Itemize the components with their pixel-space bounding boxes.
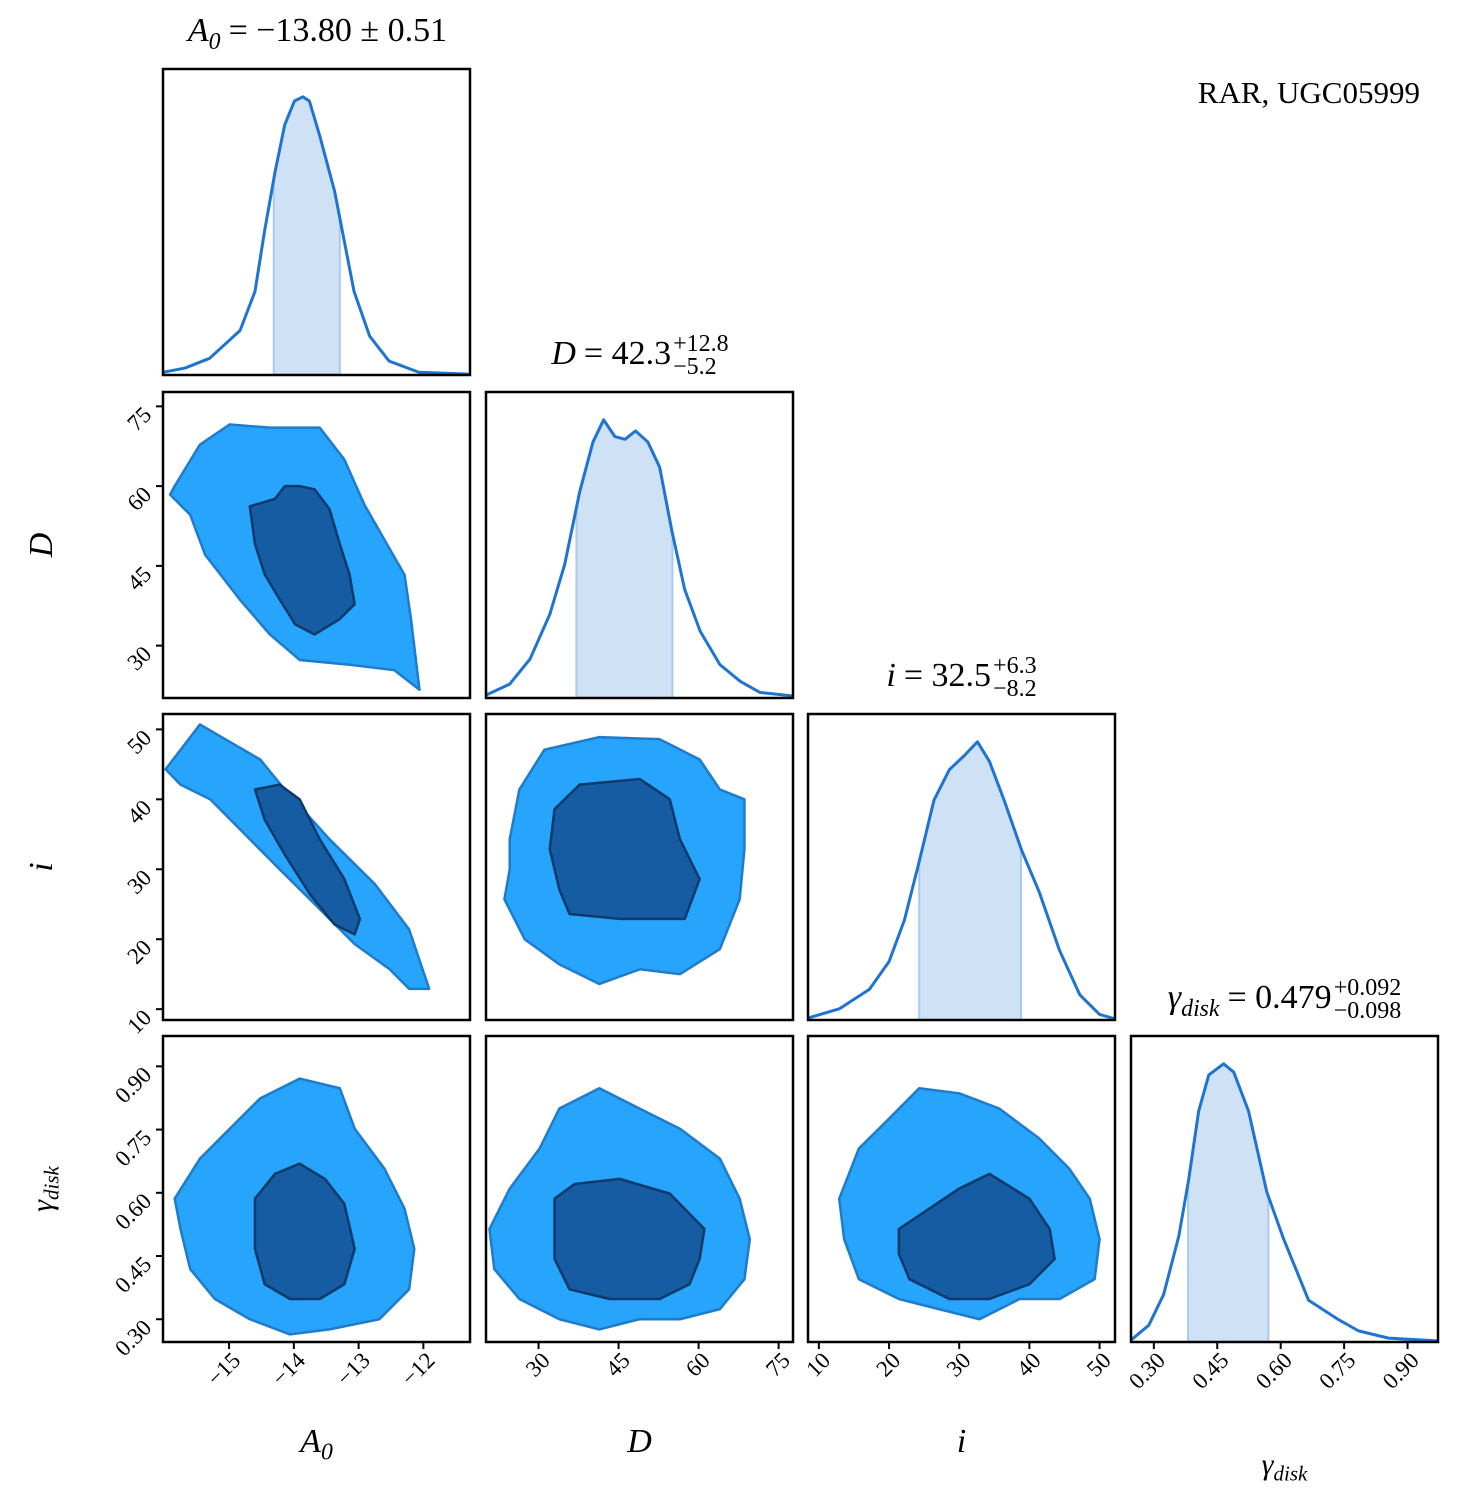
x-tick-label: −14 (267, 1347, 310, 1390)
x-tick-label: 10 (801, 1348, 835, 1382)
annotation: RAR, UGC05999 (1198, 75, 1420, 110)
y-tick-label: 30 (122, 865, 156, 899)
panel-frame (161, 67, 472, 377)
x-tick-label: 40 (1012, 1348, 1046, 1382)
title-lower: −0.098 (1334, 998, 1402, 1024)
panel-title: D = 42.3 +12.8−5.2 (550, 331, 728, 380)
y-tick-label: 60 (122, 482, 156, 516)
y-tick-label: 20 (122, 935, 156, 969)
density-curve (486, 418, 793, 698)
x-tick-label: −13 (332, 1348, 375, 1391)
panel-frame (484, 390, 795, 700)
x-tick-label: −15 (202, 1348, 245, 1391)
panel-frame (806, 712, 1117, 1022)
x-tick-label: 50 (1082, 1348, 1116, 1382)
x-tick-label: 0.30 (1124, 1348, 1170, 1394)
x-tick-label: 75 (761, 1348, 795, 1382)
x-tick-label: 30 (521, 1348, 555, 1382)
contour-panel (168, 423, 421, 692)
contour-panel (173, 1077, 416, 1336)
density-curve (1131, 1062, 1438, 1342)
contour (253, 783, 362, 936)
panel-frame (161, 712, 472, 1022)
y-tick-label: 0.30 (110, 1315, 156, 1361)
x-tick-label: 60 (681, 1348, 715, 1382)
x-axis-label: γdisk (1262, 1448, 1308, 1486)
x-tick-label: −12 (397, 1348, 440, 1391)
density-panel (1131, 1062, 1438, 1342)
y-tick-label: 10 (122, 1005, 156, 1039)
y-tick-label: 30 (122, 641, 156, 675)
x-axis-label: A0 (298, 1423, 333, 1465)
x-axis-label: i (957, 1423, 966, 1460)
y-tick-label: 0.90 (110, 1062, 156, 1108)
x-axis-label: D (626, 1423, 652, 1460)
panel-frame (1129, 1034, 1440, 1344)
contour-panel (164, 723, 431, 991)
y-tick-label: 40 (122, 795, 156, 829)
title-lower: −5.2 (673, 354, 717, 380)
x-tick-label: 30 (942, 1348, 976, 1382)
title-upper: +6.3 (993, 653, 1037, 679)
contour (248, 484, 356, 636)
panel-title: γdisk = 0.479 +0.092−0.098 (1168, 975, 1401, 1024)
contour-panel (488, 1087, 752, 1331)
x-tick-label: 0.75 (1314, 1348, 1360, 1394)
density-panel (808, 740, 1115, 1020)
title-main: i = 32.5 (886, 657, 991, 694)
panel-frame (161, 1034, 472, 1344)
contour (548, 777, 701, 921)
credible-interval (918, 740, 1022, 1020)
x-tick-label: 0.90 (1378, 1348, 1424, 1394)
contour (253, 1162, 356, 1301)
panel-title: A0 = −13.80 ± 0.51 (186, 12, 447, 55)
title-upper: +12.8 (673, 331, 729, 357)
y-tick-label: 0.60 (110, 1188, 156, 1234)
y-tick-label: 50 (122, 725, 156, 759)
density-panel (163, 95, 469, 375)
y-tick-label: 45 (122, 561, 156, 595)
contour-panel (837, 1087, 1101, 1321)
y-tick-label: 0.75 (110, 1125, 156, 1171)
y-tick-label: 0.45 (110, 1252, 156, 1298)
density-curve (808, 740, 1115, 1020)
density-panel (486, 417, 793, 698)
x-tick-label: 20 (871, 1348, 905, 1382)
title-main: γdisk = 0.479 (1168, 979, 1332, 1022)
title-main: D = 42.3 (550, 335, 671, 372)
title-main: A0 = −13.80 ± 0.51 (186, 12, 447, 55)
panel-frame (161, 390, 472, 700)
panel-title: i = 32.5 +6.3−8.2 (886, 653, 1036, 702)
title-upper: +0.092 (1334, 975, 1402, 1001)
x-tick-label: 45 (601, 1348, 635, 1382)
credible-interval (272, 95, 341, 375)
density-curve (163, 95, 469, 375)
panel-frame (484, 1034, 795, 1344)
x-tick-label: 0.60 (1251, 1348, 1297, 1394)
panel-frame (806, 1034, 1117, 1344)
contour (553, 1177, 706, 1301)
y-axis-label: D (23, 532, 60, 558)
y-axis-label: γdisk (26, 1165, 64, 1211)
panel-frame (484, 712, 795, 1022)
title-lower: −8.2 (993, 676, 1037, 702)
y-tick-label: 75 (122, 402, 156, 436)
y-axis-label: i (23, 862, 60, 871)
contour (897, 1172, 1056, 1301)
contour-panel (503, 735, 746, 986)
x-tick-label: 0.45 (1187, 1348, 1233, 1394)
